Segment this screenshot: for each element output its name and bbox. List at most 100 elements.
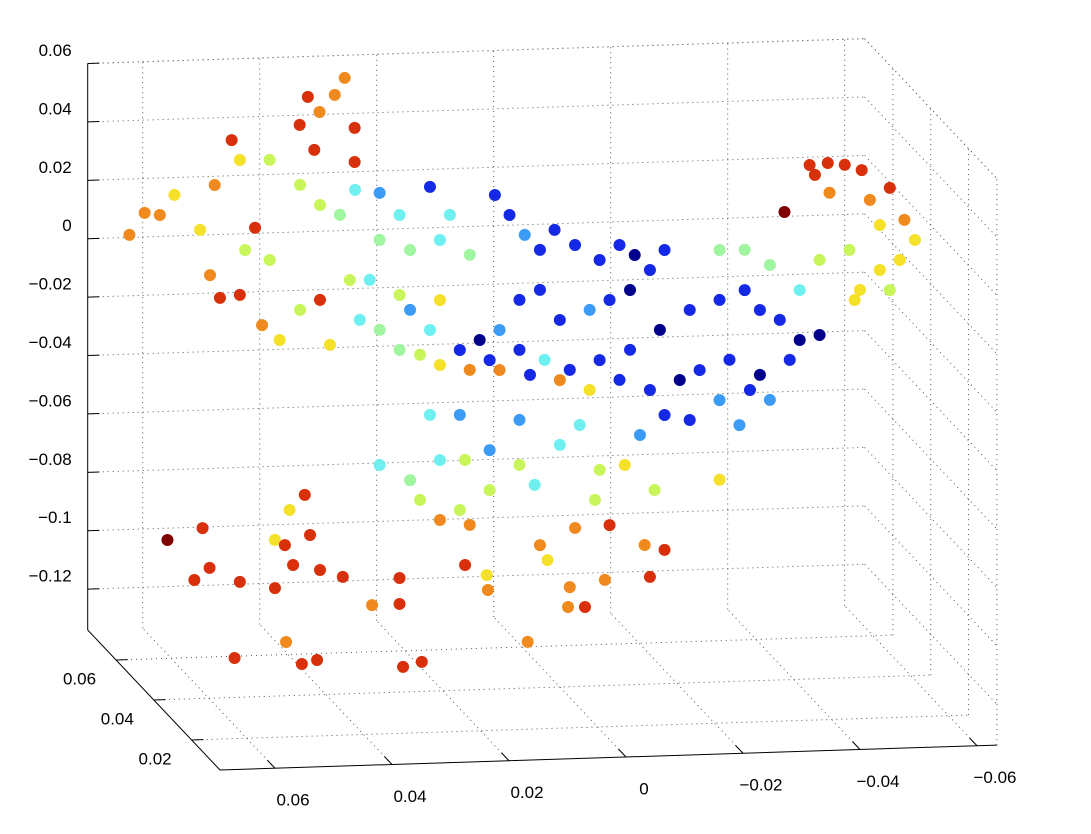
point: [123, 228, 136, 241]
point: [583, 383, 596, 396]
point: [553, 438, 566, 451]
point: [414, 493, 427, 506]
point: [404, 243, 417, 256]
z-tick-label: 0.02: [39, 158, 72, 177]
point: [778, 206, 791, 219]
point: [518, 228, 531, 241]
z-tick-label: −0.1: [38, 508, 72, 527]
point: [363, 273, 376, 286]
point: [898, 213, 911, 226]
point: [338, 71, 351, 84]
point: [313, 198, 326, 211]
grid-line: [844, 605, 978, 747]
point: [463, 248, 476, 261]
point: [393, 289, 406, 302]
point: [311, 654, 324, 667]
point: [533, 283, 546, 296]
point: [855, 164, 868, 177]
point: [366, 599, 379, 612]
point: [773, 313, 786, 326]
point: [528, 478, 541, 491]
point: [463, 363, 476, 376]
point: [648, 484, 661, 497]
point: [295, 658, 308, 671]
grid-line: [864, 213, 998, 355]
point: [603, 519, 616, 532]
point: [278, 539, 291, 552]
point: [493, 324, 506, 337]
point: [643, 570, 656, 583]
point: [813, 253, 826, 266]
point: [588, 493, 601, 506]
point: [161, 534, 174, 547]
point: [268, 582, 281, 595]
point: [643, 264, 656, 277]
point: [453, 344, 466, 357]
x-tick: [969, 737, 978, 747]
point: [481, 584, 494, 597]
point: [593, 253, 606, 266]
point: [618, 459, 631, 472]
point: [280, 636, 293, 649]
point: [658, 543, 671, 556]
point: [713, 473, 726, 486]
point: [753, 368, 766, 381]
point: [593, 354, 606, 367]
point: [483, 484, 496, 497]
point: [743, 384, 756, 397]
point: [563, 581, 576, 594]
z-tick-label: −0.12: [29, 567, 72, 586]
point: [373, 459, 386, 472]
point: [598, 573, 611, 586]
grid-line: [376, 620, 510, 762]
point: [538, 353, 551, 366]
point: [423, 408, 436, 421]
point: [908, 233, 921, 246]
point: [763, 259, 776, 272]
point: [821, 157, 834, 170]
point: [343, 273, 356, 286]
point: [294, 303, 307, 316]
point: [738, 243, 751, 256]
point: [638, 538, 651, 551]
point: [353, 313, 366, 326]
y-tick-label: 0.04: [101, 709, 134, 728]
point: [513, 293, 526, 306]
point: [873, 263, 886, 276]
point: [298, 488, 311, 501]
point: [613, 373, 626, 386]
z-tick-label: −0.08: [29, 450, 72, 469]
point: [503, 208, 516, 221]
point: [480, 569, 493, 582]
z-tick-label: 0.06: [39, 41, 72, 60]
point: [553, 374, 566, 387]
point: [493, 364, 506, 377]
grid-line: [864, 330, 998, 471]
point: [624, 343, 637, 356]
x-tick-label: −0.04: [856, 772, 899, 791]
point: [208, 179, 221, 192]
point: [713, 394, 726, 407]
point: [513, 413, 526, 426]
x-tick-label: 0: [639, 779, 648, 798]
point: [328, 88, 341, 101]
point: [583, 303, 596, 316]
point: [573, 419, 586, 432]
point: [578, 601, 591, 614]
point: [873, 219, 886, 232]
point: [304, 528, 317, 541]
grid-line: [259, 624, 393, 765]
point: [294, 178, 307, 191]
point: [524, 368, 537, 381]
point: [513, 458, 526, 471]
point: [188, 574, 201, 587]
grid-line: [727, 609, 861, 750]
point: [653, 323, 666, 336]
y-tick-label: 0.02: [139, 749, 172, 768]
point: [313, 106, 326, 119]
point: [563, 363, 576, 376]
y-tick-label: 0.06: [63, 669, 96, 688]
point: [393, 343, 406, 356]
point: [783, 353, 796, 366]
z-tick-label: −0.02: [29, 275, 72, 294]
